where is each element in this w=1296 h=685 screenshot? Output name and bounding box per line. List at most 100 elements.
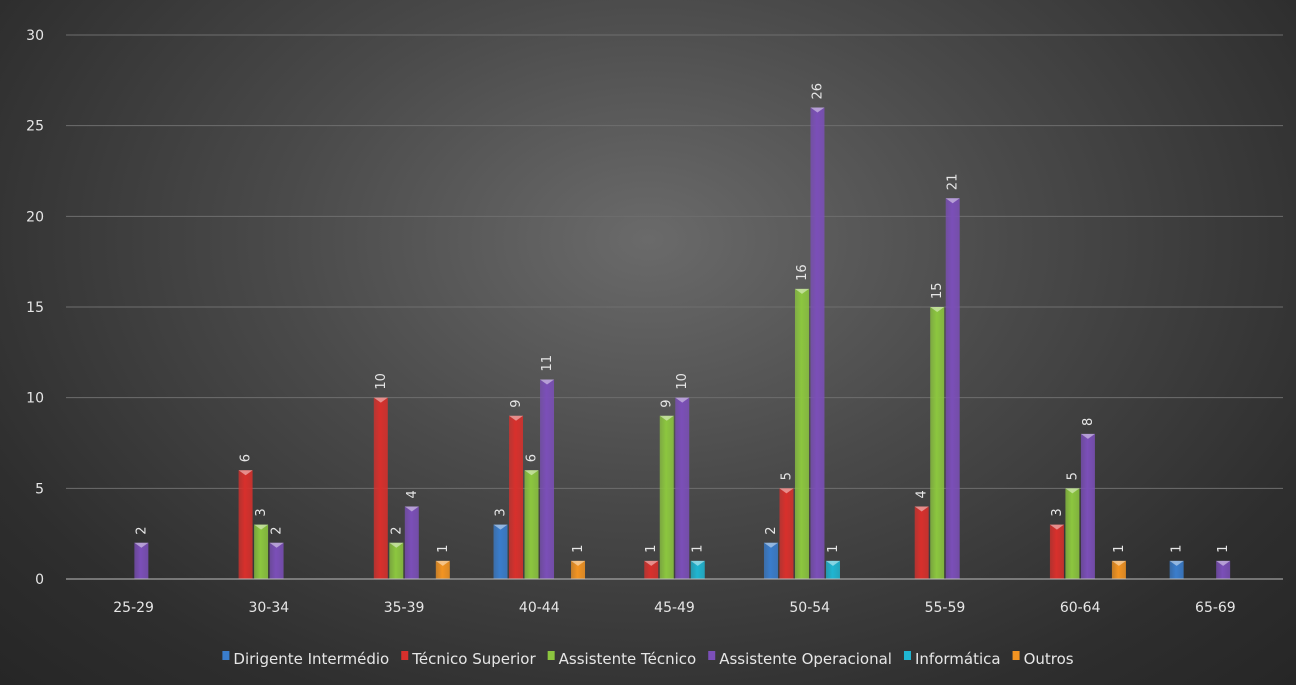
bar xyxy=(134,542,149,579)
bar xyxy=(1169,560,1184,579)
legend-item[interactable]: Outros xyxy=(1012,650,1074,668)
y-tick-label: 0 xyxy=(35,572,44,588)
data-label: 11 xyxy=(540,355,555,372)
data-label: 3 xyxy=(494,508,509,516)
legend-swatch xyxy=(222,651,230,660)
bar xyxy=(930,307,945,579)
bar xyxy=(1065,488,1080,579)
bar xyxy=(779,488,794,579)
data-label: 26 xyxy=(810,83,825,100)
bar-cap xyxy=(389,542,404,548)
bar xyxy=(373,397,388,579)
bar xyxy=(675,397,690,579)
data-label: 16 xyxy=(795,264,810,281)
x-tick-label: 60-64 xyxy=(1060,600,1101,616)
bar xyxy=(1216,560,1231,579)
legend-label: Assistente Técnico xyxy=(559,650,697,668)
bar xyxy=(763,542,778,579)
data-label: 21 xyxy=(946,174,961,191)
y-tick-label: 30 xyxy=(26,28,44,44)
legend-item[interactable]: Assistente Técnico xyxy=(547,650,697,668)
bar xyxy=(509,415,524,579)
bar xyxy=(435,560,450,579)
bar-cap xyxy=(914,506,929,512)
bar-cap xyxy=(269,542,284,548)
data-label: 2 xyxy=(270,526,285,534)
bar xyxy=(1080,433,1095,579)
data-label: 3 xyxy=(254,508,269,516)
x-tick-label: 25-29 xyxy=(113,600,154,616)
data-label: 2 xyxy=(764,526,779,534)
legend-label: Dirigente Intermédio xyxy=(233,650,389,668)
bar-cap xyxy=(675,397,690,403)
bar xyxy=(571,560,586,579)
bar-cap xyxy=(493,524,508,530)
legend-item[interactable]: Assistente Operacional xyxy=(708,650,892,668)
bar xyxy=(690,560,705,579)
data-label: 8 xyxy=(1081,418,1096,426)
bar xyxy=(238,470,253,579)
bar-cap xyxy=(1111,560,1126,566)
y-tick-label: 20 xyxy=(26,209,44,225)
bar-cap xyxy=(540,379,555,385)
data-label: 6 xyxy=(239,454,254,462)
data-label: 15 xyxy=(930,282,945,299)
bar xyxy=(540,379,555,579)
bar-cap xyxy=(1065,488,1080,494)
data-label: 5 xyxy=(1065,472,1080,480)
bar-cap xyxy=(1216,560,1231,566)
legend-item[interactable]: Informática xyxy=(903,650,1001,668)
bar xyxy=(914,506,929,579)
bar-cap xyxy=(134,542,149,548)
data-label: 9 xyxy=(509,400,524,408)
bar-cap xyxy=(404,506,419,512)
bar-cap xyxy=(794,288,809,294)
bar xyxy=(524,470,539,579)
bar-cap xyxy=(254,524,269,530)
legend-label: Informática xyxy=(915,650,1001,668)
data-label: 10 xyxy=(675,373,690,390)
bar-cap xyxy=(1049,524,1064,530)
legend-swatch xyxy=(401,651,409,660)
bar-cap xyxy=(690,560,705,566)
legend-swatch xyxy=(903,651,911,660)
bar xyxy=(1049,524,1064,579)
x-tick-label: 55-59 xyxy=(925,600,966,616)
data-label: 4 xyxy=(405,490,420,498)
bar-cap xyxy=(1080,433,1095,439)
x-tick-label: 45-49 xyxy=(654,600,695,616)
bar-cap xyxy=(571,560,586,566)
x-axis: 25-29 30-34 35-39 40-44 45-49 50-54 55-59 60-64… xyxy=(66,578,1283,616)
bar xyxy=(659,415,674,579)
bar-cap xyxy=(930,307,945,312)
bar-cap xyxy=(435,560,450,566)
data-label: 5 xyxy=(779,472,794,480)
bar xyxy=(254,524,269,579)
bar xyxy=(269,542,284,579)
legend-item[interactable]: Técnico Superior xyxy=(401,650,536,668)
data-label: 1 xyxy=(826,545,841,553)
legend-label: Assistente Operacional xyxy=(719,650,892,668)
bar xyxy=(389,542,404,579)
data-label: 10 xyxy=(374,373,389,390)
bar xyxy=(1111,560,1126,579)
bar xyxy=(644,560,659,579)
data-label: 2 xyxy=(389,526,404,534)
bar-cap xyxy=(1169,560,1184,566)
data-label: 1 xyxy=(644,545,659,553)
gridlines xyxy=(66,34,1283,489)
data-label: 6 xyxy=(525,454,540,462)
bar xyxy=(493,524,508,579)
legend-label: Outros xyxy=(1024,650,1074,668)
data-label: 9 xyxy=(660,400,675,408)
bar xyxy=(794,288,809,579)
bar-cap xyxy=(810,107,825,113)
bar-cap xyxy=(238,470,253,476)
data-label: 1 xyxy=(436,545,451,553)
data-label: 1 xyxy=(1170,545,1185,553)
legend-item[interactable]: Dirigente Intermédio xyxy=(222,650,389,668)
bar-cap xyxy=(659,415,674,421)
bar-cap xyxy=(763,542,778,548)
y-tick-label: 25 xyxy=(26,119,44,135)
